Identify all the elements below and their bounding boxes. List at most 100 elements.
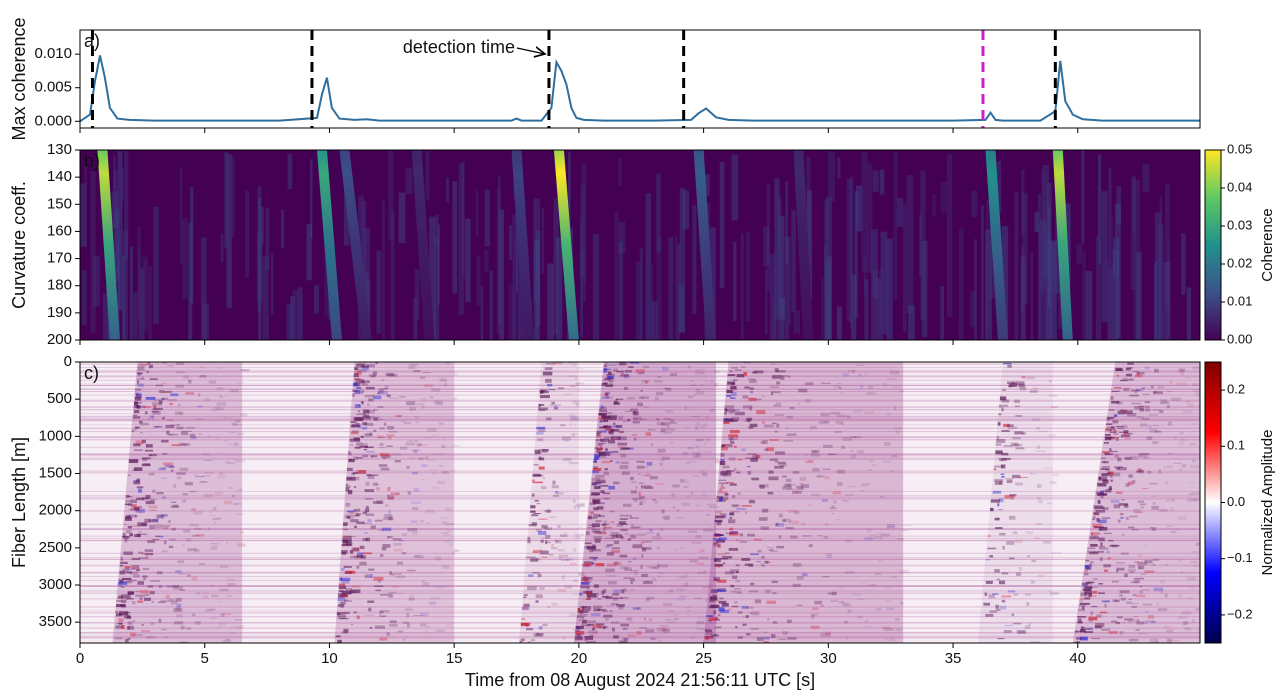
texture (608, 485, 616, 490)
texture (179, 467, 189, 471)
texture (135, 440, 144, 445)
texture (832, 491, 842, 495)
texture (360, 555, 366, 559)
texture (591, 528, 600, 533)
texture (602, 396, 610, 399)
texture (619, 465, 629, 470)
texture (676, 597, 686, 601)
texture (126, 571, 132, 574)
texture (805, 382, 814, 385)
texture (569, 422, 572, 426)
texture (678, 575, 688, 580)
texture (144, 553, 154, 556)
texture (1088, 619, 1093, 623)
texture (381, 527, 392, 532)
plot-frame (79, 149, 1201, 341)
texture (742, 616, 749, 618)
texture (607, 544, 613, 547)
texture (1018, 383, 1025, 388)
texture (354, 525, 357, 529)
texture (554, 491, 559, 494)
texture (1180, 372, 1185, 376)
texture (870, 534, 876, 536)
texture (723, 418, 728, 421)
texture (1192, 365, 1200, 370)
texture (940, 286, 944, 340)
texture (1121, 534, 1125, 536)
texture (164, 390, 173, 393)
texture (1078, 608, 1086, 612)
texture (740, 366, 746, 368)
texture (360, 435, 364, 439)
texture (778, 638, 787, 641)
texture (656, 532, 660, 537)
texture (684, 406, 687, 410)
texture (996, 435, 1000, 440)
texture (1015, 415, 1023, 417)
texture (163, 636, 169, 638)
texture (666, 621, 677, 624)
texture (607, 414, 618, 418)
texture (437, 224, 440, 305)
texture (560, 559, 569, 561)
texture (579, 592, 583, 596)
texture (430, 597, 440, 600)
texture (160, 514, 168, 517)
texture (598, 515, 605, 518)
texture (145, 594, 150, 596)
texture (168, 433, 179, 436)
texture (425, 629, 428, 634)
texture (1115, 621, 1121, 625)
texture (713, 558, 721, 563)
texture (365, 481, 370, 486)
texture (759, 441, 765, 444)
texture (665, 388, 672, 392)
texture (703, 570, 707, 573)
texture (544, 509, 552, 513)
texture (999, 481, 1002, 485)
texture (732, 379, 738, 381)
texture (1167, 421, 1172, 426)
texture (201, 594, 209, 599)
texture (310, 159, 313, 239)
texture (80, 458, 1200, 460)
texture (170, 393, 179, 397)
texture (1050, 481, 1057, 485)
texture (576, 615, 582, 619)
texture (1038, 430, 1048, 432)
texture (1100, 468, 1109, 470)
texture (672, 506, 676, 509)
texture (822, 575, 830, 578)
texture (1120, 513, 1124, 516)
texture (541, 391, 549, 394)
texture (438, 422, 444, 425)
texture (292, 290, 299, 340)
texture (719, 609, 730, 614)
texture (386, 445, 393, 447)
texture (586, 593, 597, 597)
texture (768, 549, 774, 551)
texture (577, 502, 585, 507)
texture (669, 588, 674, 593)
texture (80, 420, 1200, 422)
texture (718, 607, 725, 612)
texture (1131, 402, 1142, 405)
texture (362, 409, 370, 414)
texture (730, 386, 737, 390)
texture (747, 453, 757, 455)
texture (355, 367, 358, 371)
texture (886, 525, 896, 528)
texture (1111, 472, 1121, 477)
texture (176, 426, 184, 430)
texture (722, 444, 733, 448)
texture (1006, 424, 1014, 427)
texture (179, 589, 186, 591)
texture (163, 527, 169, 530)
texture (596, 432, 600, 437)
texture (778, 513, 783, 518)
texture (1085, 586, 1093, 589)
texture (728, 532, 739, 536)
texture (557, 549, 565, 552)
texture (737, 611, 743, 614)
texture (612, 597, 618, 601)
